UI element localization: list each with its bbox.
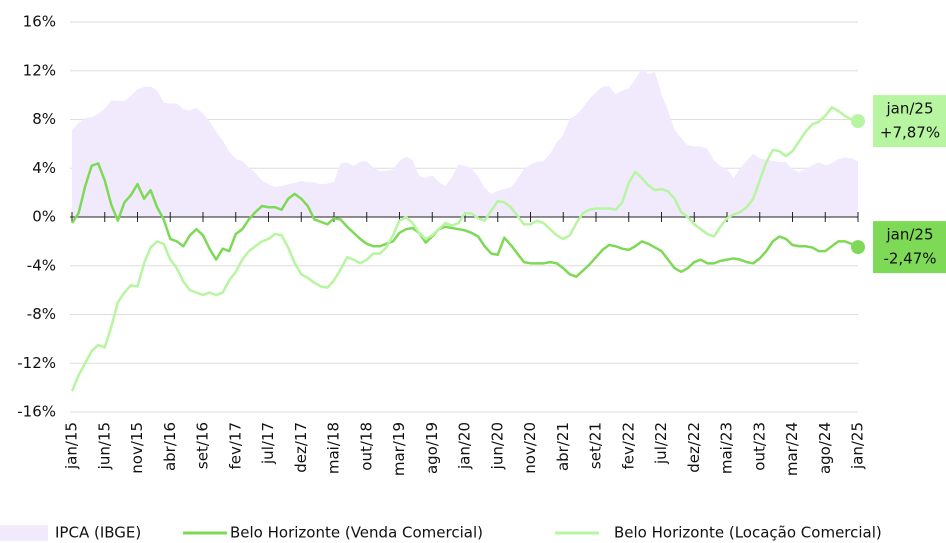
legend-swatch — [0, 525, 48, 541]
x-tick-label: set/21 — [587, 422, 605, 469]
end-dot — [851, 114, 865, 129]
x-tick-label: abr/16 — [161, 422, 179, 471]
y-tick-label: 4% — [32, 159, 56, 177]
x-tick-label: abr/21 — [554, 422, 572, 471]
area — [72, 69, 858, 218]
legend-label: Belo Horizonte (Locação Comercial) — [614, 524, 882, 542]
x-tick-label: jul/17 — [259, 422, 277, 465]
x-tick-label: ago/19 — [423, 422, 441, 474]
end-label-category: jan/25 — [885, 100, 933, 118]
x-tick-label: jun/20 — [488, 422, 506, 470]
y-tick-label: 12% — [23, 61, 56, 79]
x-tick-label: jun/15 — [95, 422, 113, 470]
y-tick-label: -16% — [17, 403, 56, 421]
x-tick-label: nov/20 — [521, 422, 539, 474]
x-tick-label: fev/17 — [226, 422, 244, 470]
y-tick-label: 0% — [32, 208, 56, 226]
end-label-box — [873, 221, 946, 274]
end-label-category: jan/25 — [885, 226, 933, 244]
y-tick-label: 16% — [23, 13, 56, 31]
end-label-box — [873, 95, 946, 148]
x-tick-label: ago/24 — [816, 422, 834, 474]
x-tick-label: jul/22 — [652, 422, 670, 465]
x-tick-label: jan/15 — [63, 422, 81, 470]
end-label-value: -2,47% — [883, 250, 936, 268]
end-label-value: +7,87% — [880, 124, 940, 142]
x-tick-label: jan/25 — [849, 422, 867, 470]
y-tick-label: 8% — [32, 110, 56, 128]
legend-label: Belo Horizonte (Venda Comercial) — [230, 524, 483, 542]
x-tick-label: mar/24 — [783, 422, 801, 476]
x-tick-label: mai/23 — [718, 422, 736, 474]
x-tick-label: fev/22 — [619, 422, 637, 470]
x-tick-label: nov/15 — [128, 422, 146, 474]
line — [70, 162, 859, 278]
end-dot — [851, 240, 865, 255]
x-tick-label: out/18 — [357, 422, 375, 471]
line — [70, 106, 859, 392]
x-tick-label: mai/18 — [325, 422, 343, 474]
x-tick-label: set/16 — [194, 422, 212, 469]
x-tick-label: dez/22 — [685, 422, 703, 473]
y-tick-label: -12% — [17, 354, 56, 372]
x-tick-label: out/23 — [750, 422, 768, 471]
x-tick-label: mar/19 — [390, 422, 408, 476]
x-tick-label: dez/17 — [292, 422, 310, 473]
x-tick-label: jan/20 — [456, 422, 474, 470]
y-tick-label: -8% — [27, 305, 56, 323]
legend-label: IPCA (IBGE) — [55, 524, 141, 542]
y-tick-label: -4% — [27, 256, 56, 274]
